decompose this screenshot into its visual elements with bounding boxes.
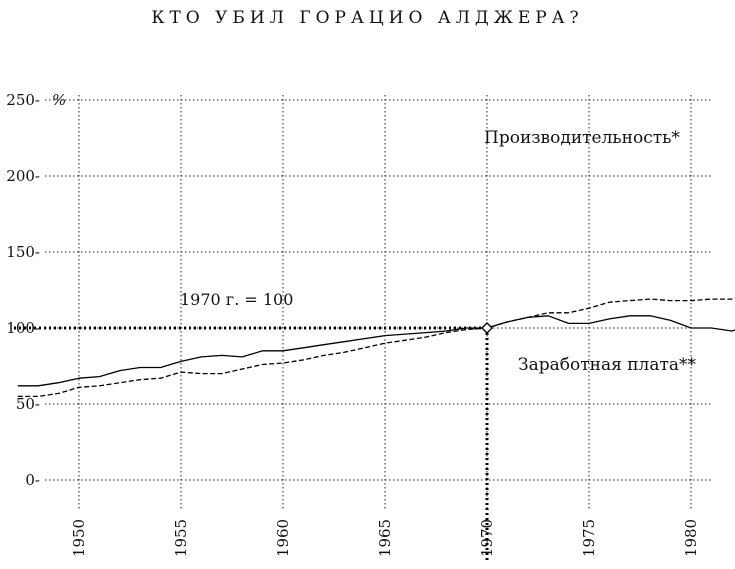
y-tick-label: 0- <box>25 471 40 489</box>
y-tick-label: 100- <box>6 319 40 337</box>
y-tick-label: 150- <box>6 243 40 261</box>
x-tick-label: 1965 <box>376 519 394 557</box>
x-tick-label: 1960 <box>274 519 292 557</box>
series-label-2: Заработная плата** <box>518 355 697 375</box>
series-line-2 <box>17 315 735 387</box>
y-tick-label: 50- <box>16 395 40 413</box>
reference-marker <box>481 322 493 334</box>
y-tick-label: 250- <box>6 91 40 109</box>
y-unit-label: % <box>52 91 66 109</box>
x-tick-label: 1950 <box>70 519 88 557</box>
y-tick-label: 200- <box>6 167 40 185</box>
x-tick-label: 1955 <box>172 519 190 557</box>
series-line-1 <box>17 297 735 398</box>
reference-label: 1970 г. = 100 <box>180 290 293 309</box>
x-tick-label: 1975 <box>580 519 598 557</box>
x-tick-label: 1980 <box>682 519 700 557</box>
chart-title: КТО УБИЛ ГОРАЦИО АЛДЖЕРА? <box>151 8 584 28</box>
series-label-1: Производительность* <box>484 128 680 148</box>
